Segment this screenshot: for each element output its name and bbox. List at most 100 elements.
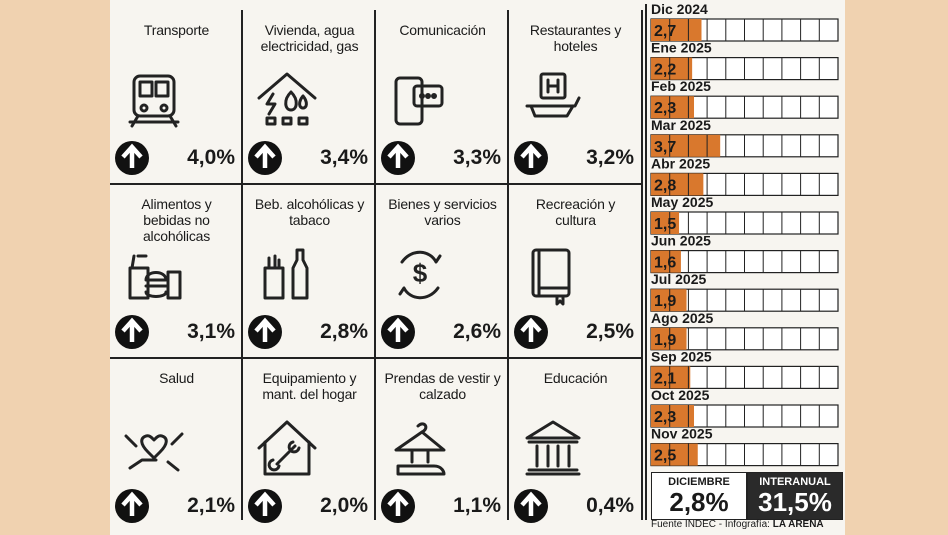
category-icon xyxy=(128,74,180,128)
category-title: Salud xyxy=(159,370,194,386)
month-label: Feb 2025 xyxy=(651,78,711,94)
card-graphics xyxy=(514,420,581,523)
bar-value-label: 1,6 xyxy=(654,255,676,272)
summary-value: 31,5% xyxy=(758,487,832,517)
category-value: 3,3% xyxy=(453,146,501,169)
up-arrow-glyph xyxy=(254,143,276,168)
bar-value-label: 2,8 xyxy=(654,177,676,194)
card-graphics xyxy=(115,74,180,175)
bar xyxy=(651,173,704,196)
month-label: Jul 2025 xyxy=(651,271,706,287)
category-title: Alimentos y bebidas no alcohólicas xyxy=(141,196,212,244)
card-graphics xyxy=(514,248,571,349)
category-value: 0,4% xyxy=(586,494,634,517)
bar-value-label: 2,5 xyxy=(654,448,676,465)
bar xyxy=(651,327,687,350)
card-graphics xyxy=(115,432,184,523)
up-arrow-glyph xyxy=(121,143,143,168)
category-title: Prendas de vestir y calzado xyxy=(384,370,501,402)
category-title: Educación xyxy=(543,370,608,386)
category-title: Bienes y servicios varios xyxy=(388,196,497,228)
month-label: Mar 2025 xyxy=(651,117,711,133)
category-card: $ Bienes y servicios varios 2,6% xyxy=(376,184,509,356)
category-value: 2,5% xyxy=(586,320,634,343)
summary-box: DICIEMBRE 2,8% xyxy=(651,472,747,520)
category-title: Equipamiento y mant. del hogar xyxy=(262,370,357,402)
category-value: 4,0% xyxy=(187,146,235,169)
summary-value: 2,8% xyxy=(669,487,729,517)
category-card: Vivienda, agua electricidad, gas 3,4% xyxy=(243,10,376,182)
bar xyxy=(651,405,695,427)
card-graphics xyxy=(115,254,182,349)
svg-text:$: $ xyxy=(413,258,428,288)
card-graphics xyxy=(514,72,581,175)
category-value: 2,8% xyxy=(320,320,368,343)
month-label: Jun 2025 xyxy=(651,233,711,249)
summary-box: INTERANUAL 31,5% xyxy=(747,472,843,520)
category-title: Vivienda, agua electricidad, gas xyxy=(260,22,359,54)
source-text: Fuente INDEC - Infografía: xyxy=(651,519,770,530)
up-arrow-glyph xyxy=(121,491,143,516)
category-title: Restaurantes y hoteles xyxy=(529,22,622,54)
bar-value-label: 3,7 xyxy=(654,139,676,156)
up-arrow-glyph xyxy=(387,143,409,168)
bar-value-label: 2,7 xyxy=(654,23,676,40)
month-label: Ago 2025 xyxy=(651,310,713,326)
card-graphics xyxy=(248,72,317,175)
card-graphics xyxy=(381,422,446,523)
month-label: Sep 2025 xyxy=(651,348,712,364)
category-icon xyxy=(525,420,581,476)
category-value: 3,2% xyxy=(586,146,634,169)
category-value: 3,1% xyxy=(187,320,235,343)
category-value: 1,1% xyxy=(453,494,501,517)
bar-value-label: 1,9 xyxy=(654,293,676,310)
category-icon xyxy=(257,72,317,126)
category-card: Equipamiento y mant. del hogar 2,0% xyxy=(243,358,376,530)
bar xyxy=(651,212,680,234)
category-icon xyxy=(394,76,444,126)
category-title: Beb. alcohólicas y tabaco xyxy=(254,196,365,228)
category-card: Transporte 4,0% xyxy=(110,10,243,182)
bar-value-label: 2,3 xyxy=(654,409,676,426)
month-label: Ene 2025 xyxy=(651,40,712,56)
up-arrow-glyph xyxy=(121,317,143,342)
card-graphics xyxy=(381,76,444,175)
month-label: May 2025 xyxy=(651,194,713,210)
category-icon xyxy=(394,422,446,476)
category-card: Alimentos y bebidas no alcohólicas 3,1% xyxy=(110,184,243,356)
bar xyxy=(651,57,693,80)
source: Fuente INDEC - Infografía: LA ARENA xyxy=(651,519,824,530)
bar-value-label: 2,2 xyxy=(654,62,676,79)
bar xyxy=(651,443,698,466)
category-icon xyxy=(128,254,182,300)
category-card: Comunicación 3,3% xyxy=(376,10,509,182)
category-icon xyxy=(257,420,317,476)
category-value: 2,6% xyxy=(453,320,501,343)
category-card: Educación 0,4% xyxy=(509,358,642,530)
up-arrow-glyph xyxy=(520,143,542,168)
summary-label: INTERANUAL xyxy=(759,476,831,488)
up-arrow-glyph xyxy=(520,317,542,342)
bar xyxy=(651,250,681,273)
card-graphics xyxy=(248,420,317,523)
month-label: Oct 2025 xyxy=(651,387,710,403)
up-arrow-glyph xyxy=(520,491,542,516)
up-arrow-glyph xyxy=(254,491,276,516)
bar-value-label: 2,1 xyxy=(654,370,676,387)
up-arrow-glyph xyxy=(254,317,276,342)
bar xyxy=(651,96,695,119)
category-card: Restaurantes y hoteles 3,2% xyxy=(509,10,642,182)
category-value: 2,0% xyxy=(320,494,368,517)
category-icon xyxy=(124,432,184,472)
category-title: Comunicación xyxy=(399,22,486,38)
summary-label: DICIEMBRE xyxy=(668,476,730,488)
month-label: Dic 2024 xyxy=(651,1,708,17)
category-value: 3,4% xyxy=(320,146,368,169)
bar xyxy=(651,134,721,157)
bar-value-label: 1,5 xyxy=(654,216,676,233)
category-card: Recreación y cultura 2,5% xyxy=(509,184,642,356)
card-graphics xyxy=(248,248,309,349)
category-title: Recreación y cultura xyxy=(535,196,616,228)
